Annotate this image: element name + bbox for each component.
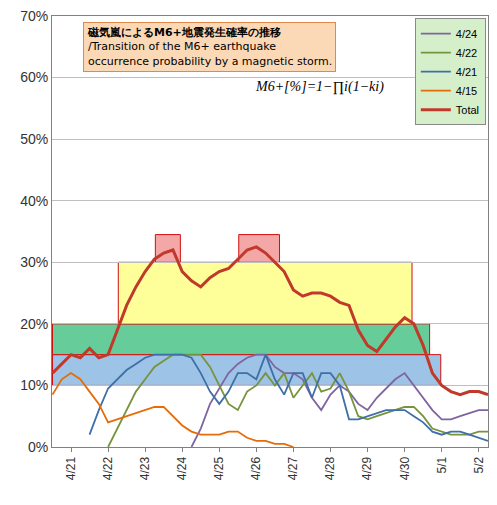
svg-text:4/22: 4/22 [456,47,477,59]
svg-text:4/24: 4/24 [456,28,477,40]
svg-text:4/22: 4/22 [101,456,115,480]
svg-text:4/26: 4/26 [249,456,263,480]
svg-text:M6+[%]=1−∏i(1−ki): M6+[%]=1−∏i(1−ki) [255,79,384,95]
svg-text:20%: 20% [20,316,48,332]
svg-text:4/29: 4/29 [360,456,374,480]
svg-text:0%: 0% [28,439,48,455]
svg-text:30%: 30% [20,254,48,270]
svg-text:Total: Total [456,104,479,116]
svg-text:50%: 50% [20,131,48,147]
svg-text:4/27: 4/27 [286,456,300,480]
svg-text:5/2: 5/2 [472,456,486,473]
svg-text:4/30: 4/30 [398,456,412,480]
svg-text:60%: 60% [20,69,48,85]
svg-text:4/24: 4/24 [175,456,189,480]
svg-text:4/28: 4/28 [323,456,337,480]
svg-text:4/25: 4/25 [212,456,226,480]
svg-text:4/23: 4/23 [138,456,152,480]
svg-text:40%: 40% [20,193,48,209]
svg-text:4/21: 4/21 [64,456,78,480]
svg-text:磁気嵐によるM6+地震発生確率の推移/Transition: 磁気嵐によるM6+地震発生確率の推移/Transition of the M6+… [87,26,332,68]
svg-text:4/21: 4/21 [456,66,477,78]
svg-text:10%: 10% [20,377,48,393]
svg-text:4/15: 4/15 [456,85,477,97]
svg-text:5/1: 5/1 [435,456,449,473]
svg-text:70%: 70% [20,8,48,24]
